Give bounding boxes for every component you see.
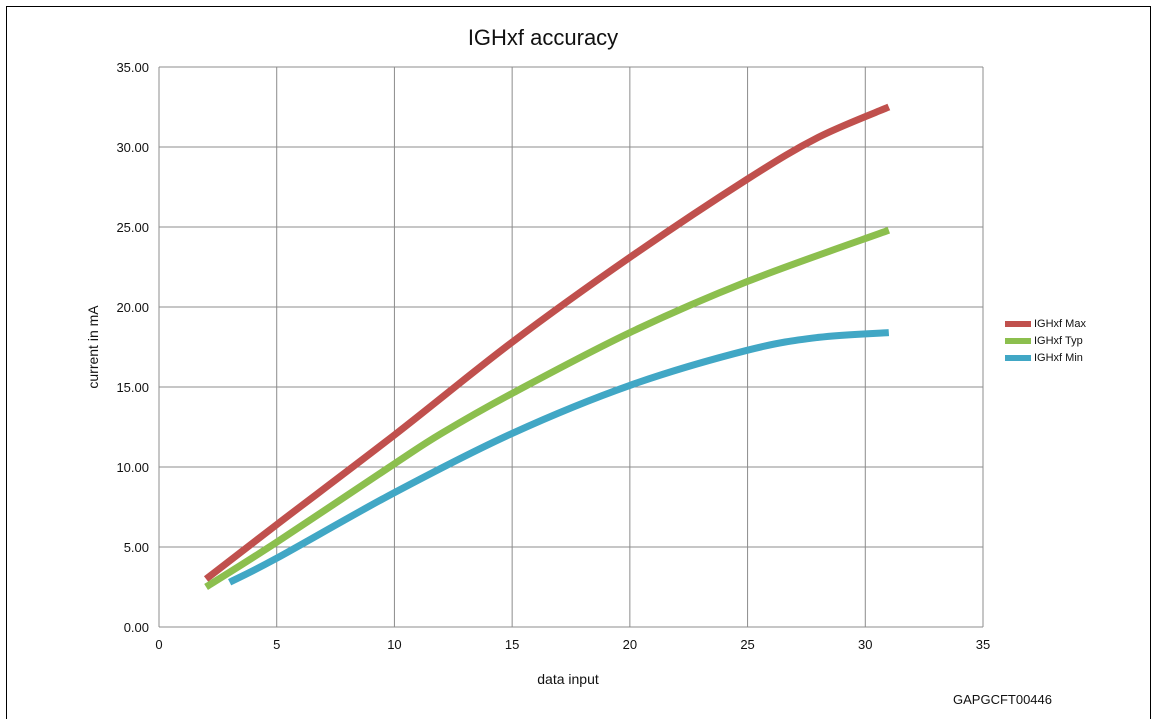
- x-tick-label: 10: [387, 637, 401, 652]
- figure-frame: [6, 6, 1151, 719]
- x-tick-label: 30: [858, 637, 872, 652]
- x-tick-label: 25: [740, 637, 754, 652]
- x-tick-label: 35: [976, 637, 990, 652]
- y-tick-label: 20.00: [116, 300, 149, 315]
- legend-label-ighxf-min: IGHxf Min: [1034, 352, 1083, 364]
- y-tick-label: 35.00: [116, 60, 149, 75]
- chart-title: IGHxf accuracy: [468, 25, 618, 50]
- y-axis-label: current in mA: [85, 305, 101, 389]
- legend-label-ighxf-max: IGHxf Max: [1034, 318, 1086, 330]
- y-tick-label: 5.00: [124, 540, 149, 555]
- series-line-ighxf-typ: [204, 226, 891, 590]
- x-axis-label: data input: [537, 671, 599, 687]
- y-tick-label: 10.00: [116, 460, 149, 475]
- x-tick-label: 5: [273, 637, 280, 652]
- legend-swatch-ighxf-typ: [1005, 338, 1031, 344]
- y-tick-label: 0.00: [124, 620, 149, 635]
- y-tick-label: 30.00: [116, 140, 149, 155]
- legend-swatch-ighxf-min: [1005, 355, 1031, 361]
- y-tick-label: 15.00: [116, 380, 149, 395]
- series-line-ighxf-max: [203, 103, 891, 582]
- legend-swatch-ighxf-max: [1005, 321, 1031, 327]
- grid: [158, 66, 984, 628]
- figure-id: GAPGCFT00446: [953, 692, 1052, 707]
- legend: IGHxf Max IGHxf Typ IGHxf Min: [1005, 318, 1086, 364]
- series-lines: [203, 103, 891, 590]
- y-tick-label: 25.00: [116, 220, 149, 235]
- x-axis-ticks: 0 5 10 15 20 25 30 35: [155, 637, 990, 652]
- legend-label-ighxf-typ: IGHxf Typ: [1034, 335, 1083, 347]
- x-tick-label: 0: [155, 637, 162, 652]
- series-line-ighxf-min: [228, 329, 890, 586]
- y-axis-ticks: 0.00 5.00 10.00 15.00 20.00 25.00 30.00 35.00: [116, 60, 149, 635]
- x-tick-label: 20: [623, 637, 637, 652]
- x-tick-label: 15: [505, 637, 519, 652]
